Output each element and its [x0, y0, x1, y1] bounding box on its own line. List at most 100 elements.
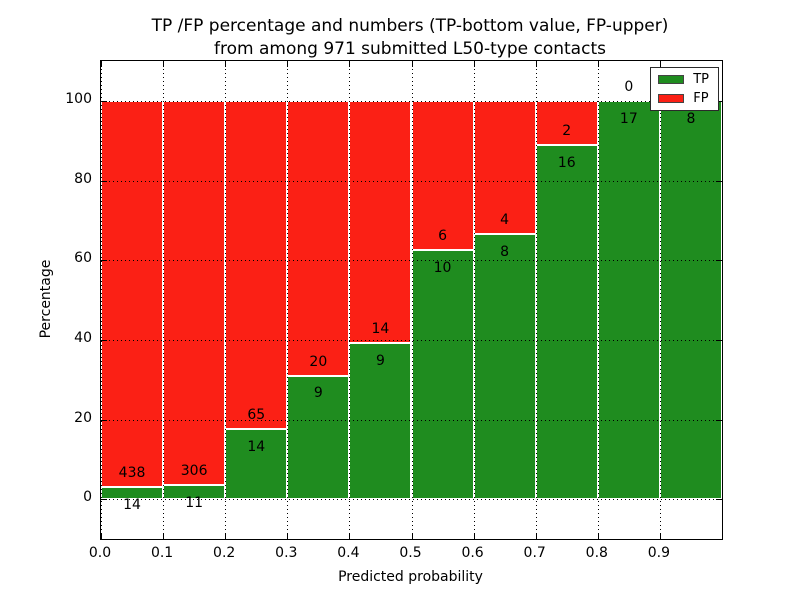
bar-segment-tp [659, 100, 722, 500]
bar-segment-fp [473, 100, 536, 234]
legend: TP FP [650, 67, 719, 111]
y-tick [101, 180, 107, 182]
x-gridline [225, 61, 227, 539]
x-tick-top [597, 61, 599, 67]
y-tick [101, 419, 107, 421]
tp-count-label: 10 [433, 260, 452, 277]
x-tick-label: 0.1 [150, 545, 174, 561]
y-tick-right [716, 499, 722, 501]
x-tick-label: 0.4 [337, 545, 360, 561]
y-tick-right [716, 339, 722, 341]
y-tick-label: 80 [74, 170, 92, 187]
x-gridline [349, 61, 351, 539]
tp-color-swatch [658, 75, 685, 84]
fp-count-label: 14 [371, 321, 390, 338]
bar-segment-tp [287, 375, 350, 500]
x-gridline [473, 61, 475, 539]
x-tick [349, 533, 351, 539]
x-gridline [287, 61, 289, 539]
chart-title-line2: from among 971 submitted L50-type contac… [214, 39, 606, 59]
chart-title-line1: TP /FP percentage and numbers (TP-bottom… [151, 16, 669, 36]
bar-segment-fp [225, 100, 288, 429]
chart-title: TP /FP percentage and numbers (TP-bottom… [90, 15, 730, 61]
tp-count-label: 14 [123, 496, 141, 513]
y-tick [101, 100, 107, 102]
tp-count-label: 8 [686, 110, 696, 127]
legend-label-tp: TP [693, 72, 709, 87]
tp-count-label: 9 [313, 385, 323, 402]
y-tick [101, 339, 107, 341]
fp-count-label: 0 [624, 78, 634, 95]
tp-count-label: 17 [619, 110, 638, 127]
fp-count-label: 20 [309, 353, 328, 370]
tp-count-label: 9 [375, 353, 385, 370]
fp-count-label: 4 [500, 211, 510, 228]
x-tick [535, 533, 537, 539]
x-tick [101, 533, 102, 539]
x-tick [473, 533, 475, 539]
x-tick-label: 0.0 [88, 545, 112, 561]
x-tick [163, 533, 165, 539]
x-tick-top [659, 61, 661, 67]
tp-count-label: 16 [557, 155, 576, 172]
y-tick-label: 60 [74, 250, 92, 267]
x-tick [287, 533, 289, 539]
x-tick-label: 0.7 [523, 545, 546, 561]
bar-segment-fp [101, 100, 164, 487]
fp-count-label: 2 [562, 123, 572, 140]
bar-segment-fp [349, 100, 412, 344]
x-tick-label: 0.3 [275, 545, 298, 561]
tp-count-label: 14 [247, 438, 266, 455]
bar-segment-fp [163, 100, 226, 486]
bar-segment-fp [287, 100, 350, 376]
y-tick-label: 100 [65, 90, 92, 107]
bar-segment-tp [411, 250, 474, 500]
y-tick [101, 499, 107, 501]
x-gridline [101, 61, 102, 539]
x-tick-top [535, 61, 537, 67]
plot-area: TP FP 144381130614659209141068416217080 [100, 60, 723, 540]
bar-segment-tp [473, 233, 536, 500]
fp-count-label: 65 [247, 406, 266, 423]
x-axis-label: Predicted probability [338, 569, 483, 585]
fp-count-label: 6 [438, 228, 448, 245]
x-tick-label: 0.6 [461, 545, 484, 561]
x-tick [225, 533, 227, 539]
x-tick-top [101, 61, 102, 67]
tp-count-label: 11 [185, 495, 204, 512]
y-tick-label: 20 [74, 409, 92, 426]
x-tick-top [473, 61, 475, 67]
y-tick-label: 40 [74, 329, 92, 346]
x-tick [411, 533, 413, 539]
y-tick-right [716, 419, 722, 421]
y-tick-right [716, 260, 722, 262]
legend-entry-fp: FP [658, 92, 709, 105]
x-tick-label: 0.8 [585, 545, 608, 561]
y-tick-label: 0 [83, 489, 92, 506]
y-tick-right [716, 100, 722, 102]
x-tick [659, 533, 661, 539]
bar-segment-tp [597, 100, 660, 500]
legend-label-fp: FP [693, 91, 709, 106]
x-tick [597, 533, 599, 539]
fp-count-label: 306 [180, 463, 208, 480]
x-tick-top [349, 61, 351, 67]
y-axis-label: Percentage [38, 259, 54, 339]
legend-entry-tp: TP [658, 73, 709, 86]
fp-count-label: 438 [118, 464, 146, 481]
y-tick [101, 260, 107, 262]
x-tick-top [411, 61, 413, 67]
x-tick-label: 0.9 [647, 545, 671, 561]
x-gridline [659, 61, 661, 539]
bar-segment-tp [535, 145, 598, 500]
y-tick-right [716, 180, 722, 182]
x-tick-label: 0.2 [213, 545, 236, 561]
x-gridline [411, 61, 413, 539]
x-tick-label: 0.5 [399, 545, 422, 561]
x-tick-top [225, 61, 227, 67]
bar-segment-tp [349, 343, 412, 500]
bar-segment-fp [535, 100, 598, 146]
x-gridline [163, 61, 165, 539]
fp-color-swatch [658, 94, 685, 103]
